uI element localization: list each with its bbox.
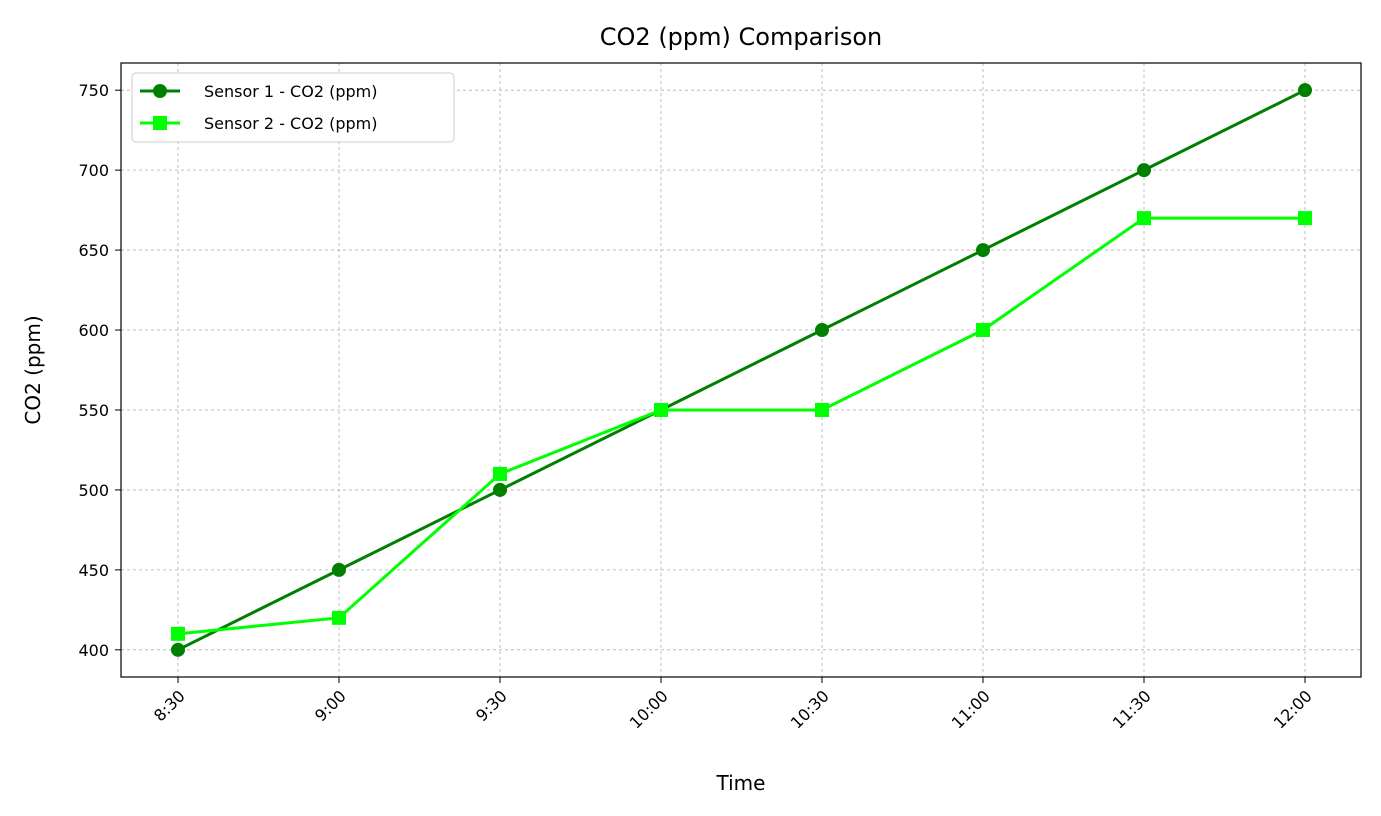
series-2-point [493,466,507,481]
y-tick-label: 700 [78,161,109,180]
series-2-point [171,626,185,641]
y-axis: 400 450 500 550 600 650 700 750 [78,81,121,660]
legend-marker [153,116,167,130]
series-1-line [177,88,1306,652]
series-layer [171,83,1312,657]
x-tick-label: 11:30 [1109,686,1155,732]
series-2-point [815,402,829,417]
series-1-point [1298,83,1312,98]
series-2-line [177,216,1305,636]
y-tick-label: 650 [78,241,109,260]
series-1-point [976,243,990,258]
legend-label: Sensor 2 - CO2 (ppm) [204,114,377,133]
series-1-point [1137,163,1151,178]
series-2-point [332,610,346,625]
series-1-point [493,482,507,497]
plot-frame [120,62,1362,678]
legend: Sensor 1 - CO2 (ppm) Sensor 2 - CO2 (ppm) [131,72,455,143]
chart-title: CO2 (ppm) Comparison [600,23,882,51]
legend-label: Sensor 1 - CO2 (ppm) [204,82,377,101]
x-tick-label: 10:30 [787,686,833,732]
legend-marker [153,84,167,98]
x-tick-label: 10:00 [626,686,672,732]
y-tick-label: 400 [78,641,109,660]
x-tick-label: 9:30 [472,686,511,725]
y-axis-label: CO2 (ppm) [21,315,45,424]
legend-item-2: Sensor 2 - CO2 (ppm) [140,114,377,133]
x-axis: 8:30 9:00 9:30 10:00 10:30 11:00 11:30 12:00 [150,677,1316,732]
x-tick-label: 9:00 [311,686,350,725]
x-tick-label: 12:00 [1270,686,1316,732]
series-1-point [171,642,185,657]
y-tick-label: 600 [78,321,109,340]
series-1-point [815,323,829,338]
series-1 [171,83,1312,657]
series-2 [171,211,1312,641]
series-2-point [976,323,990,338]
legend-box [131,72,455,143]
series-1-point [332,562,346,577]
y-tick-label: 750 [78,81,109,100]
grid [121,63,1361,677]
x-axis-label: Time [716,771,766,795]
x-tick-label: 8:30 [150,686,189,725]
legend-item-1: Sensor 1 - CO2 (ppm) [140,82,377,101]
series-2-point [1137,211,1151,226]
y-tick-label: 450 [78,561,109,580]
x-tick-label: 11:00 [948,686,994,732]
series-2-point [1298,211,1312,226]
series-2-point [654,402,668,417]
y-tick-label: 500 [78,481,109,500]
y-tick-label: 550 [78,401,109,420]
